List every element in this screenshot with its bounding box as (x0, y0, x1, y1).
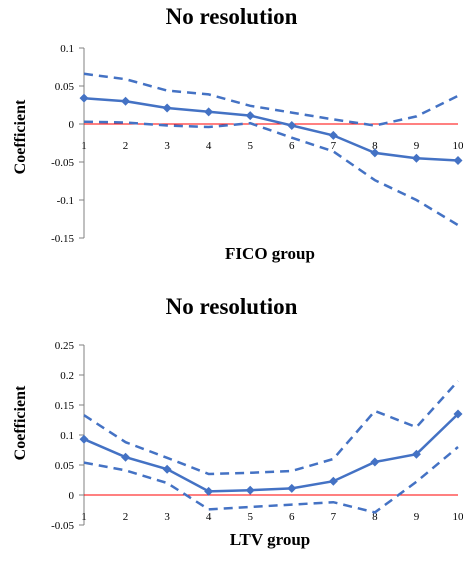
data-point-marker (328, 130, 338, 140)
x-tick-label: 1 (81, 140, 87, 152)
fico-chart-plot: 0.1 0.05 0 -0.05 -0.1 -0.15 1 2 3 4 5 6 7 8 9 10 (51, 43, 463, 245)
data-point-marker (370, 457, 380, 467)
data-point-marker (204, 107, 214, 117)
y-tick-label: 0.25 (55, 340, 75, 352)
x-tick-label: 10 (453, 511, 463, 523)
lower-line (83, 120, 459, 227)
y-tick-label: 0.1 (60, 43, 74, 55)
x-tick-label: 6 (289, 511, 295, 523)
data-point-marker (411, 449, 421, 459)
x-tick-label: 2 (123, 140, 129, 152)
x-tick-label: 5 (247, 511, 253, 523)
y-tick-label: 0 (69, 490, 75, 502)
data-point-marker (204, 486, 214, 496)
data-point-marker (79, 93, 89, 103)
ltv-chart-panel: No resolution Coefficient LTV group 0.25… (0, 290, 463, 561)
y-tick-label: -0.05 (51, 157, 74, 169)
data-point-marker (328, 476, 338, 486)
data-point-marker (370, 148, 380, 158)
x-tick-label: 8 (372, 140, 378, 152)
x-tick-label: 9 (414, 511, 420, 523)
data-point-marker (162, 103, 172, 113)
upper-line (83, 380, 459, 476)
data-point-marker (287, 121, 297, 131)
y-tick-label: 0.05 (55, 81, 75, 93)
y-tick-label: 0.05 (55, 460, 75, 472)
x-tick-label: 9 (414, 140, 420, 152)
y-tick-label: -0.05 (51, 520, 74, 532)
data-point-marker (287, 483, 297, 493)
y-tick-label: 0 (69, 119, 75, 131)
x-axis-label: LTV group (229, 530, 311, 549)
upper-line (83, 72, 459, 127)
x-tick-label: 5 (247, 140, 253, 152)
x-tick-label: 3 (164, 511, 170, 523)
x-tick-label: 4 (206, 511, 212, 523)
y-tick-label: 0.2 (60, 370, 74, 382)
x-tick-label: 8 (372, 511, 378, 523)
estimate-line (83, 413, 459, 493)
x-tick-label: 10 (453, 140, 463, 152)
x-tick-label: 3 (164, 140, 170, 152)
x-axis-label: FICO group (225, 244, 315, 263)
data-point-marker (162, 464, 172, 474)
fico-chart-panel: No resolution Coefficient FICO group 0.1… (0, 0, 463, 276)
lower-line (83, 446, 459, 514)
estimate-line (83, 96, 459, 162)
data-point-marker (245, 111, 255, 121)
data-point-marker (121, 452, 131, 462)
x-tick-label: 7 (331, 511, 337, 523)
data-point-marker (245, 485, 255, 495)
ltv-chart-plot: 0.25 0.2 0.15 0.1 0.05 0 -0.05 1 2 3 4 5 6 7 8 9 10 (51, 340, 463, 532)
y-tick-label: 0.1 (60, 430, 74, 442)
x-tick-label: 4 (206, 140, 212, 152)
data-point-marker (411, 153, 421, 163)
y-tick-label: -0.1 (57, 195, 74, 207)
data-point-marker (79, 434, 89, 444)
x-tick-label: 6 (289, 140, 295, 152)
y-tick-label: 0.15 (55, 400, 75, 412)
chart-title: No resolution (165, 4, 298, 29)
x-tick-label: 1 (81, 511, 87, 523)
x-tick-label: 2 (123, 511, 129, 523)
data-point-marker (453, 409, 463, 419)
data-point-marker (453, 155, 463, 165)
x-tick-label: 7 (331, 140, 337, 152)
chart-title: No resolution (165, 294, 298, 319)
y-tick-label: -0.15 (51, 233, 74, 245)
data-point-marker (121, 96, 131, 106)
